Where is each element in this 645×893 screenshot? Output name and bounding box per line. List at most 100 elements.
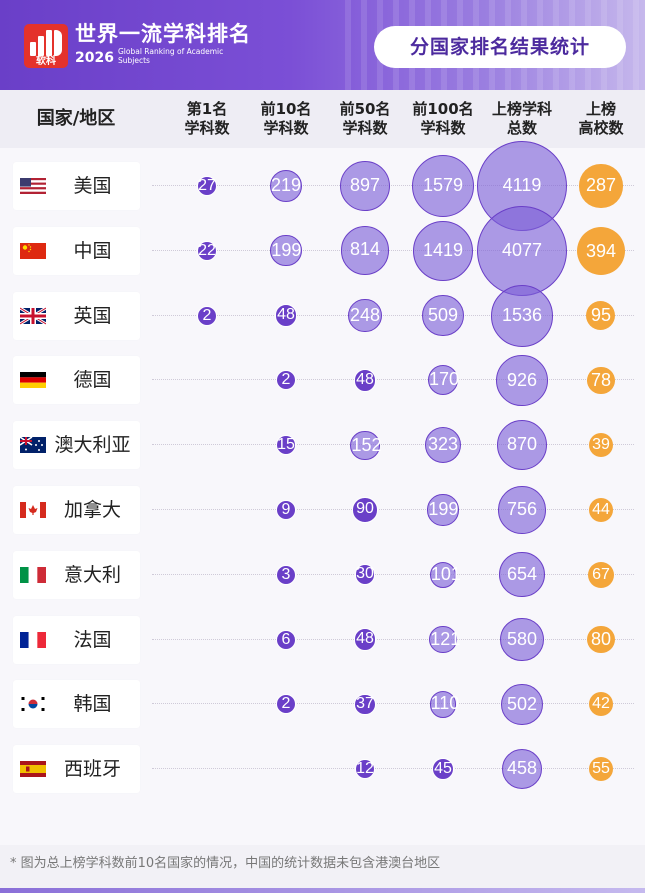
bubble-top10: 6 [276, 629, 296, 650]
flag-gb-icon [20, 304, 46, 328]
country-name: 西班牙 [63, 758, 121, 781]
row-guide-line [152, 444, 634, 446]
country-cell: 德国 [13, 356, 140, 405]
country-cell: 韩国 [13, 680, 140, 729]
country-name: 中国 [73, 239, 112, 262]
column-header-country: 国家/地区 [6, 109, 146, 128]
row-guide-line [152, 768, 634, 770]
column-header-line: 高校数 [578, 119, 624, 137]
row-guide-line [152, 509, 634, 510]
header-banner: 软科 世界一流学科排名 2026 Global Ranking of Acade… [0, 0, 645, 90]
column-header-top10: 前10名 学科数 [250, 100, 322, 138]
table-row: 美国 [0, 154, 645, 218]
country-cell: 中国 [13, 226, 140, 275]
bubble-top100: 1579 [411, 154, 475, 218]
bubble-universities: 394 [577, 226, 625, 275]
page-title: 分国家排名结果统计 [374, 26, 626, 68]
bubble-top10: 3 [276, 564, 296, 585]
column-header-line: 前50名 [339, 100, 391, 118]
table-row: 加拿大 [0, 478, 645, 542]
bubble-top100: 509 [422, 294, 464, 337]
flag-cn-icon [20, 239, 46, 263]
bubble-total: 756 [498, 486, 546, 534]
row-guide-line [152, 638, 634, 640]
flag-fr-icon [20, 628, 46, 652]
column-header-universities: 上榜 高校数 [565, 100, 637, 138]
bubble-top1: 22 [197, 240, 217, 261]
flag-us-icon [20, 174, 46, 198]
bubble-top100: 45 [431, 758, 455, 781]
column-header-total: 上榜学科 总数 [482, 100, 562, 138]
brand-subtitle-en: Global Ranking of Academic Subjects [118, 47, 224, 65]
column-header-row: 国家/地区 第1名 学科数 前10名 学科数 前50名 学科数 前100名 学科数 上榜学科 总数上… [0, 90, 645, 148]
country-cell: 西班牙 [13, 745, 140, 794]
row-guide-line [152, 314, 634, 316]
country-name: 英国 [73, 304, 112, 327]
flag-it-icon [20, 563, 46, 587]
bubble-total: 926 [496, 354, 548, 406]
bubble-top100: 101 [429, 561, 461, 588]
table-row: 韩国 [0, 672, 645, 736]
flag-au-icon [20, 433, 46, 457]
bubble-universities: 95 [586, 301, 616, 331]
column-header-top100: 前100名 学科数 [404, 100, 482, 138]
bubble-universities: 80 [587, 625, 615, 654]
country-cell: 加拿大 [13, 486, 140, 534]
column-header-line: 前10名 [260, 100, 312, 118]
brand-title: 世界一流学科排名 [75, 22, 251, 46]
flag-kr-icon [20, 692, 46, 716]
bubble-universities: 42 [589, 692, 613, 717]
bubble-top100: 110 [429, 691, 459, 718]
column-header-line: 第1名 [186, 100, 228, 118]
column-header-line: 总数 [506, 119, 537, 137]
bubble-top50: 48 [353, 369, 377, 392]
bubble-top10: 219 [269, 169, 303, 203]
bubble-top10: 199 [270, 235, 302, 267]
country-name: 韩国 [73, 693, 112, 716]
bubble-top100: 121 [429, 625, 460, 654]
bubble-top50: 152 [350, 430, 382, 460]
bubble-total: 870 [497, 420, 547, 471]
row-guide-line [152, 185, 634, 186]
column-header-line: 学科数 [342, 119, 388, 137]
column-header-line: 前100名 [412, 100, 474, 118]
country-cell: 澳大利亚 [13, 421, 140, 470]
bubble-universities: 44 [589, 498, 613, 522]
flag-ca-icon [20, 498, 46, 522]
column-header-top50: 前50名 学科数 [326, 100, 404, 138]
bubble-universities: 39 [589, 433, 613, 458]
bubble-universities: 55 [588, 756, 614, 782]
bubble-top100: 323 [425, 427, 461, 464]
country-name: 德国 [73, 369, 112, 392]
column-header-line: 学科数 [420, 119, 466, 137]
logo-text: 软科 [36, 56, 56, 67]
bubble-top50: 897 [339, 160, 391, 212]
column-header-line: 上榜学科 [491, 100, 552, 118]
country-cell: 美国 [13, 162, 140, 210]
table-row: 中国 [0, 219, 645, 283]
bubble-top1: 27 [196, 175, 218, 197]
footnote: * 图为总上榜学科数前10名国家的情况，中国的统计数据未包含港澳台地区 [10, 856, 441, 871]
bubble-top100: 1419 [413, 220, 473, 281]
table-row: 澳大利亚 [0, 413, 645, 477]
bubble-top50: 37 [354, 693, 376, 716]
column-header-top1: 第1名 学科数 [171, 100, 243, 138]
bubble-top50: 12 [355, 759, 375, 780]
bubble-universities: 287 [579, 164, 623, 208]
bubble-top100: 199 [427, 494, 459, 526]
bubble-top10: 15 [276, 435, 296, 456]
bubble-total: 1536 [491, 284, 553, 347]
country-cell: 法国 [13, 615, 140, 664]
bubble-top10: 9 [276, 500, 296, 520]
bubble-top50: 30 [354, 564, 376, 586]
bubble-top10: 2 [276, 694, 296, 715]
country-name: 法国 [73, 628, 112, 651]
table-row: 意大利 [0, 543, 645, 607]
bubble-top1: 2 [197, 305, 217, 326]
column-header-line: 学科数 [263, 119, 309, 137]
bubble-total: 654 [499, 552, 545, 598]
column-header-line: 上榜 [585, 100, 616, 118]
country-name: 加拿大 [63, 499, 121, 521]
table-row: 西班牙 [0, 737, 645, 801]
row-guide-line [152, 703, 634, 705]
